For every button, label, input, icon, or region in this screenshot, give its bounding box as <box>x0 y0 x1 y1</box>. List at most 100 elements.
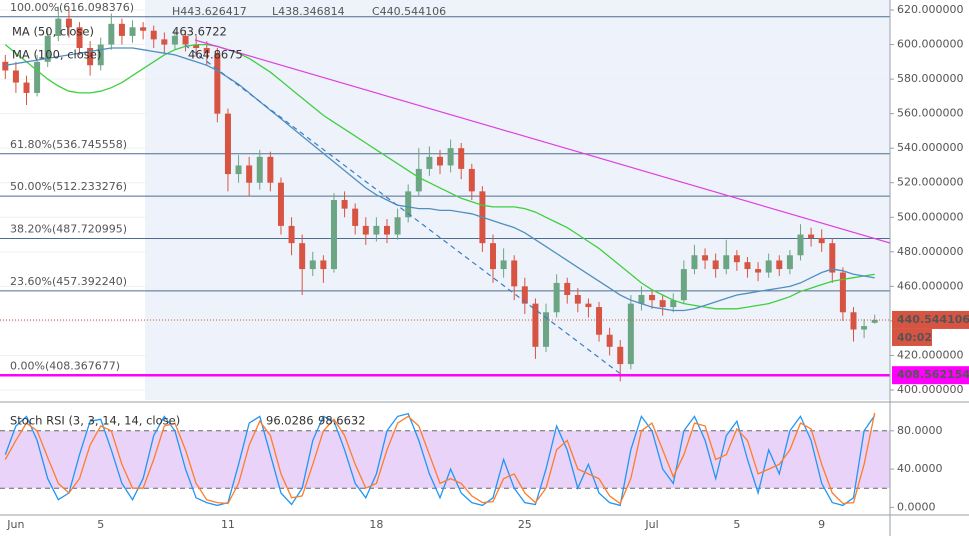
candle-body <box>383 225 390 235</box>
candle-body <box>553 282 560 313</box>
y-tick-label: 520.000000 <box>897 176 963 189</box>
band-fill <box>0 430 890 489</box>
candle-body <box>797 234 804 256</box>
candle-body <box>606 334 613 347</box>
y-tick-label: 540.000000 <box>897 141 963 154</box>
candle-body <box>649 294 656 301</box>
candle-body <box>34 61 41 93</box>
candle-body <box>670 300 677 308</box>
x-tick-label: 5 <box>733 518 740 531</box>
fib-background <box>145 0 890 400</box>
candle-body <box>490 243 497 270</box>
candle-body <box>733 255 740 263</box>
y-tick-label: 0.0000 <box>897 500 936 513</box>
candle-body <box>65 18 72 28</box>
stoch-pane <box>0 412 890 507</box>
candle-body <box>87 48 94 66</box>
candle-body <box>596 307 603 335</box>
trend-line <box>194 39 890 244</box>
candle-body <box>861 326 868 330</box>
y-tick-label: 500.000000 <box>897 210 963 223</box>
candle-body <box>818 237 825 244</box>
countdown: 40:02 <box>897 331 932 344</box>
fib-label: 0.00%(408.367677) <box>10 360 120 373</box>
candle-body <box>500 260 507 270</box>
candle-body <box>44 35 51 62</box>
candle-body <box>638 294 645 304</box>
fib-label: 38.20%(487.720995) <box>10 222 127 235</box>
level-box <box>892 366 969 385</box>
candle-body <box>839 272 846 313</box>
candle-body <box>12 70 19 83</box>
candle-body <box>161 39 168 45</box>
dashed-trend-line <box>184 44 623 376</box>
candle-body <box>140 27 147 31</box>
stoch-title: Stoch RSI (3, 3, 14, 14, close) <box>10 414 180 428</box>
candle-body <box>224 113 231 175</box>
level-label: 408.562154 <box>897 368 969 381</box>
candle-body <box>405 191 412 218</box>
candle-body <box>755 269 762 273</box>
candle-body <box>288 225 295 244</box>
candle-body <box>680 269 687 301</box>
candle-body <box>574 294 581 304</box>
candle-body <box>277 182 284 226</box>
x-tick-label: 11 <box>221 518 235 531</box>
candle-body <box>309 260 316 270</box>
y-tick-label: 40.0000 <box>897 462 943 475</box>
legend-name: MA (50, close) <box>12 25 94 39</box>
fib-label: 61.80%(536.745558) <box>10 138 127 151</box>
candle-body <box>871 319 878 323</box>
candle-body <box>182 35 189 45</box>
price-pane <box>0 6 890 391</box>
candle-body <box>330 200 337 270</box>
x-tick-label: 5 <box>97 518 104 531</box>
candle-body <box>426 156 433 169</box>
current-price-label: 440.544106 <box>897 313 969 326</box>
x-tick-label: 18 <box>369 518 383 531</box>
y-tick-label: 580.000000 <box>897 72 963 85</box>
y-tick-label: 400.000000 <box>897 383 963 396</box>
candle-body <box>447 148 454 166</box>
x-tick-label: 25 <box>518 518 532 531</box>
candle-body <box>808 234 815 238</box>
stoch-line <box>4 412 876 505</box>
candle-body <box>235 165 242 175</box>
legend-value: 463.6722 <box>172 25 227 39</box>
candle-body <box>786 255 793 270</box>
candle-body <box>299 243 306 270</box>
candle-body <box>437 156 443 166</box>
candle-body <box>468 168 475 192</box>
candle-body <box>352 208 359 226</box>
candle-body <box>723 255 730 270</box>
candle-body <box>341 200 348 209</box>
candle-body <box>532 303 539 347</box>
candle-body <box>214 53 221 114</box>
candle-body <box>320 260 327 270</box>
candle-body <box>627 303 634 365</box>
stoch-line <box>4 412 876 507</box>
candle-body <box>394 217 401 235</box>
candle-body <box>458 148 465 169</box>
y-tick-label: 560.000000 <box>897 107 963 120</box>
candle-body <box>521 286 528 304</box>
y-tick-label: 80.0000 <box>897 424 943 437</box>
ma-line <box>4 43 875 310</box>
candle-body <box>171 35 178 45</box>
candle-body <box>829 243 836 273</box>
candle-body <box>373 225 380 235</box>
x-tick-label: Jul <box>644 518 658 531</box>
candle-body <box>543 312 550 347</box>
candle-body <box>415 168 422 192</box>
candle-body <box>150 30 157 40</box>
fib-label: 50.00%(512.233276) <box>10 180 127 193</box>
ma-line <box>5 47 875 312</box>
y-tick-label: 620.000000 <box>897 3 963 16</box>
legend-value: 98.6632 <box>318 414 366 428</box>
fib-label: 100.00%(616.098376) <box>10 1 134 14</box>
candle-body <box>55 18 62 36</box>
candle-body <box>267 156 274 183</box>
